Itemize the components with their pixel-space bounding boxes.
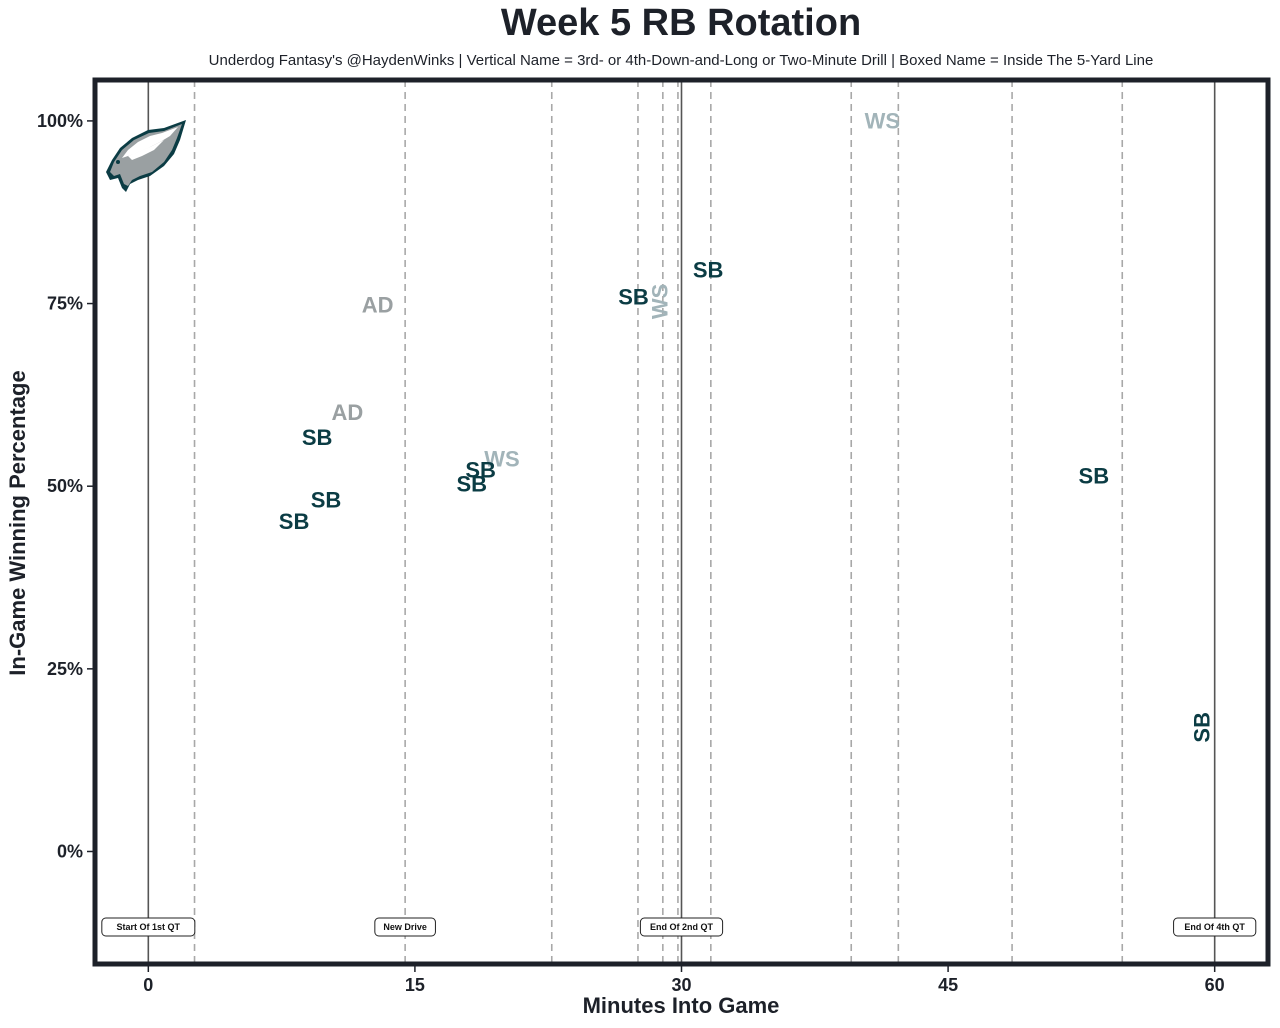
rb-point-sb: SB [279,509,310,534]
annotation-label: New Drive [383,922,427,932]
axes-ticks-layer: 0 15 30 45 60 0% 25% 50% 75% 100% [37,111,1225,995]
y-tick-label: 50% [47,476,83,496]
y-tick-label: 25% [47,659,83,679]
annotation-label: Start Of 1st QT [117,922,181,932]
annotation-box: New Drive [374,917,436,937]
rb-point-sb: SB [465,458,496,483]
rb-point-ad: AD [362,293,394,318]
rb-point-ws: WS [648,284,673,319]
y-tick-label: 100% [37,111,83,131]
annotation-label: End Of 2nd QT [650,922,713,932]
x-tick-label: 60 [1205,975,1225,995]
x-tick-label: 15 [405,975,425,995]
x-axis-label: Minutes Into Game [582,993,780,1018]
x-tick-label: 45 [938,975,958,995]
annotation-label: End Of 4th QT [1184,922,1245,932]
vertical-lines-layer [147,80,1216,964]
rb-point-sb: SB [1079,463,1110,488]
eagle-logo-icon [106,120,186,192]
rb-point-sb: SB [1190,712,1215,743]
x-tick-label: 0 [143,975,153,995]
rb-point-sb: SB [457,472,488,497]
rb-point-ws: WS [484,447,519,472]
rb-point-sb: SB [311,488,342,513]
team-logo [106,120,186,192]
rb-point-ws: WS [865,108,900,133]
rb-point-ad: AD [331,400,363,425]
annotation-box: End Of 4th QT [1173,917,1257,937]
rb-point-sb: SB [302,425,333,450]
chart-subtitle: Underdog Fantasy's @HaydenWinks | Vertic… [208,52,1154,69]
rb-point-sb: SB [693,257,724,282]
annotations-layer: Start Of 1st QT New Drive End Of 2nd QT End… [101,917,1257,937]
plot-frame [92,77,1271,967]
chart-title: Week 5 RB Rotation [500,2,862,44]
y-tick-label: 0% [57,841,83,861]
annotation-box: End Of 2nd QT [639,917,724,937]
annotation-box: Start Of 1st QT [101,917,196,937]
rb-point-sb: SB [618,284,649,309]
x-tick-label: 30 [671,975,691,995]
y-tick-label: 75% [47,294,83,314]
